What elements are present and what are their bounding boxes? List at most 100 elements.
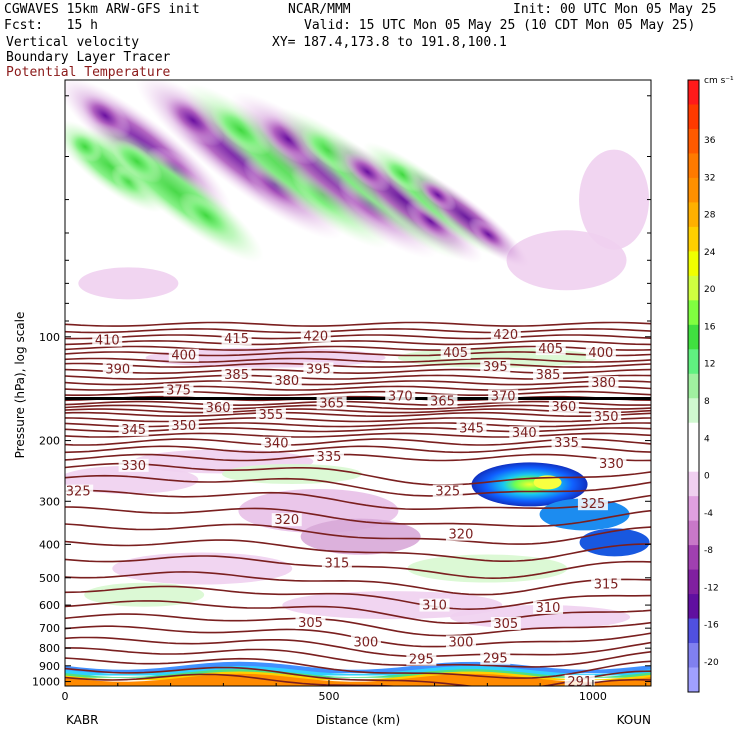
band-cell-a-7 bbox=[344, 152, 391, 192]
theta-label-bg-8 bbox=[102, 362, 133, 376]
y-tick-label: 700 bbox=[39, 622, 60, 635]
theta-label: 370 bbox=[491, 389, 516, 404]
colorbar-swatch bbox=[688, 104, 699, 130]
theta-label: 395 bbox=[306, 362, 331, 377]
colorbar-swatch bbox=[688, 496, 699, 522]
colorbar-swatch bbox=[688, 275, 699, 301]
theta-label-bg-14 bbox=[588, 376, 619, 390]
theta-label: 320 bbox=[449, 528, 474, 543]
theta-label: 335 bbox=[317, 450, 342, 465]
cross-section-endpoints: XY= 187.4,173.8 to 191.8,100.1 bbox=[272, 35, 507, 50]
theta-label: 340 bbox=[512, 426, 537, 441]
plot-frame bbox=[64, 79, 652, 687]
band-cell-a-3 bbox=[162, 94, 224, 147]
field-boundary-layer-tracer: Boundary Layer Tracer bbox=[6, 50, 171, 65]
theta-line-9 bbox=[65, 374, 651, 380]
theta-label-bg-1 bbox=[221, 332, 252, 346]
theta-label-bg-4 bbox=[168, 348, 199, 362]
theta-label: 405 bbox=[538, 342, 563, 357]
theta-label: 345 bbox=[121, 423, 146, 438]
forecast-hour: Fcst: 15 h bbox=[4, 18, 98, 33]
colorbar-unit: cm s⁻¹ bbox=[704, 76, 734, 86]
y-tick-label: 200 bbox=[39, 435, 60, 448]
theta-label: 420 bbox=[493, 328, 518, 343]
downdraft-band-9 bbox=[402, 166, 531, 269]
theta-label-bg-15 bbox=[163, 383, 194, 397]
theta-label: 305 bbox=[298, 616, 323, 631]
theta-label: 291 bbox=[567, 675, 592, 690]
theta-label-bg-0 bbox=[92, 333, 123, 347]
theta-label: 380 bbox=[274, 374, 299, 389]
theta-label: 350 bbox=[594, 410, 619, 425]
theta-line-29 bbox=[65, 523, 651, 545]
theta-label: 325 bbox=[435, 485, 460, 500]
theta-line-6 bbox=[65, 357, 651, 363]
theta-line-31 bbox=[65, 555, 651, 580]
wash-13 bbox=[506, 230, 627, 291]
theta-label: 365 bbox=[319, 396, 344, 411]
theta-line-28 bbox=[65, 506, 651, 527]
theta-label-bg-13 bbox=[533, 368, 564, 382]
wash-3 bbox=[300, 518, 421, 555]
colorbar-label: 24 bbox=[704, 248, 716, 258]
theta-label-bg-23 bbox=[255, 408, 286, 422]
colorbar-label: -20 bbox=[704, 658, 719, 668]
y-tick-label: 300 bbox=[39, 495, 60, 508]
theta-label-bg-18 bbox=[203, 400, 234, 414]
colorbar-swatch bbox=[688, 569, 699, 595]
wash-4 bbox=[112, 552, 293, 585]
left-endpoint-label: KABR bbox=[66, 713, 98, 727]
init-time: Init: 00 UTC Mon 05 May 25 bbox=[513, 2, 717, 17]
theta-label-bg-26 bbox=[591, 409, 622, 423]
theta-label: 305 bbox=[493, 617, 518, 632]
updraft-extension-2 bbox=[579, 528, 650, 557]
theta-label-bg-47 bbox=[480, 651, 511, 665]
theta-label: 300 bbox=[449, 635, 474, 650]
theta-label-bg-5 bbox=[440, 346, 471, 360]
theta-label-bg-10 bbox=[480, 359, 511, 373]
theta-label-bg-29 bbox=[509, 426, 540, 440]
theta-label: 310 bbox=[536, 601, 561, 616]
colorbar-label: 16 bbox=[704, 322, 716, 332]
theta-line-25 bbox=[65, 462, 651, 486]
theta-label: 390 bbox=[105, 362, 130, 377]
colorbar-swatch bbox=[688, 422, 699, 448]
field-potential-temperature: Potential Temperature bbox=[6, 65, 171, 80]
theta-label-bg-25 bbox=[261, 436, 292, 450]
updraft-core bbox=[471, 462, 588, 507]
theta-label-bg-45 bbox=[445, 635, 476, 649]
theta-label-bg-30 bbox=[551, 435, 582, 449]
valid-time: Valid: 15 UTC Mon 05 May 25 (10 CDT Mon … bbox=[304, 18, 696, 33]
right-endpoint-label: KOUN bbox=[617, 713, 651, 727]
theta-label-bg-27 bbox=[456, 421, 487, 435]
y-tick-label: 1000 bbox=[32, 676, 60, 689]
wash-12 bbox=[78, 267, 179, 300]
theta-label: 315 bbox=[594, 578, 619, 593]
colorbar-swatch bbox=[688, 128, 699, 154]
theta-label: 315 bbox=[324, 556, 349, 571]
theta-label-bg-33 bbox=[65, 484, 94, 498]
colorbar-swatch bbox=[688, 520, 699, 546]
theta-label-bg-24 bbox=[118, 423, 149, 437]
colorbar-swatch bbox=[688, 300, 699, 326]
colorbar-swatch bbox=[688, 202, 699, 228]
theta-label-bg-12 bbox=[271, 373, 302, 387]
potential-temperature-labels: 410 415 420 420 400 405 405 400 390 395 395 385 380 3… bbox=[65, 327, 627, 690]
colorbar-label: 28 bbox=[704, 211, 716, 221]
theta-label-bg-22 bbox=[168, 419, 199, 433]
theta-line-2 bbox=[65, 334, 651, 340]
theta-label: 295 bbox=[483, 652, 508, 667]
theta-label: 400 bbox=[171, 349, 196, 364]
wash-5 bbox=[282, 591, 503, 620]
theta-line-39 bbox=[65, 657, 651, 679]
theta-label-bg-16 bbox=[385, 389, 416, 403]
theta-label-bg-28 bbox=[313, 449, 344, 463]
theta-label-bg-17 bbox=[488, 389, 519, 403]
band-cell-b-9 bbox=[468, 217, 509, 251]
theta-label: 395 bbox=[483, 360, 508, 375]
theta-label: 295 bbox=[409, 653, 434, 668]
y-tick-label: 100 bbox=[39, 331, 60, 344]
colorbar-label: 0 bbox=[704, 472, 710, 482]
theta-line-13 bbox=[65, 395, 651, 402]
